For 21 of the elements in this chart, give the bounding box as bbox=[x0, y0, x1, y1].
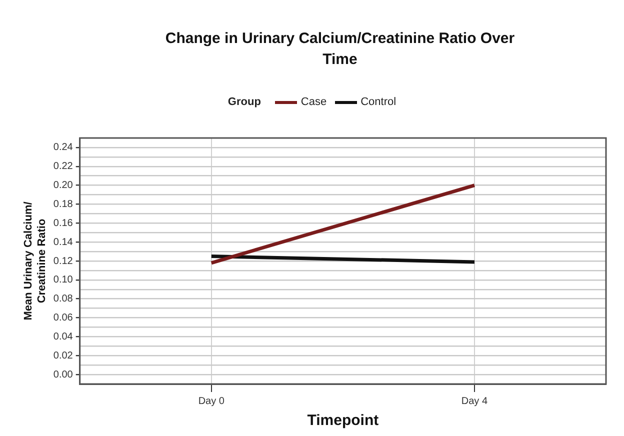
y-tick-label: 0.18 bbox=[53, 198, 74, 210]
y-tick-label: 0.04 bbox=[53, 331, 74, 342]
legend-label: Case bbox=[300, 96, 327, 108]
y-tick-label: 0.14 bbox=[53, 236, 74, 248]
y-tick-label: 0.24 bbox=[53, 142, 74, 154]
y-tick-label: 0.06 bbox=[53, 312, 74, 324]
x-axis-title: Timepoint bbox=[307, 412, 379, 430]
y-tick-label: 0.08 bbox=[53, 294, 74, 305]
x-tick-label: Day 0 bbox=[198, 396, 225, 407]
y-tick-label: 0.12 bbox=[53, 256, 74, 267]
legend-label: Control bbox=[360, 96, 396, 108]
legend-title: Group bbox=[228, 96, 261, 108]
y-axis-title: Mean Urinary Calcium/ Creatinine Ratio bbox=[22, 202, 48, 320]
y-tick-label: 0.00 bbox=[53, 369, 74, 380]
chart-title: Change in Urinary Calcium/Creatinine Ratio Over Time bbox=[164, 29, 516, 70]
y-tick-label: 0.02 bbox=[53, 350, 74, 362]
y-tick-label: 0.20 bbox=[53, 180, 74, 192]
y-tick-label: 0.22 bbox=[53, 161, 74, 172]
x-tick-label: Day 4 bbox=[461, 396, 488, 407]
y-tick-label: 0.10 bbox=[53, 274, 74, 286]
y-tick-label: 0.16 bbox=[53, 218, 74, 229]
